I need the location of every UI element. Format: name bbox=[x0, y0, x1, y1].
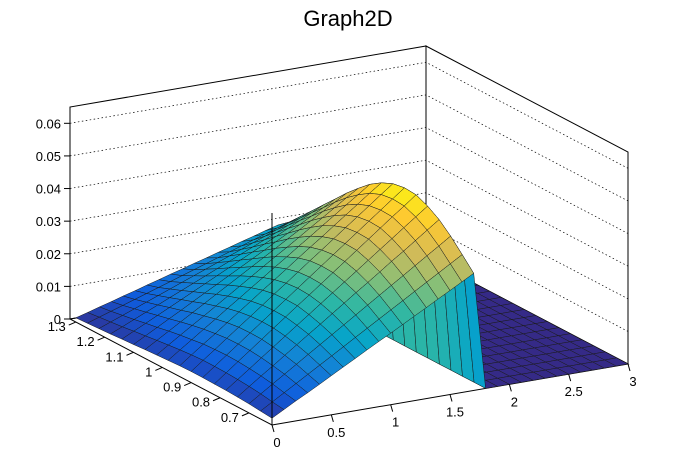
z-gridline-3 bbox=[69, 159, 629, 267]
axis-ticks: 00.511.522.530.70.80.911.11.21.300.010.0… bbox=[36, 116, 637, 450]
z-tick-label-2: 0.02 bbox=[36, 247, 61, 262]
z-tick-label-6: 0.06 bbox=[36, 116, 61, 131]
y-tick-mark-4 bbox=[126, 351, 134, 356]
x-tick-label-2: 1 bbox=[392, 415, 399, 430]
y-tick-label-0: 0.7 bbox=[221, 410, 239, 425]
z-tick-label-5: 0.05 bbox=[36, 149, 61, 164]
axis-front-frame bbox=[69, 107, 273, 425]
y-tick-label-2: 0.9 bbox=[163, 380, 181, 395]
x-tick-label-6: 3 bbox=[629, 374, 636, 389]
x-tick-label-5: 2.5 bbox=[565, 384, 583, 399]
y-tick-mark-1 bbox=[212, 397, 221, 402]
z-tick-label-1: 0.01 bbox=[36, 279, 61, 294]
x-tick-label-1: 0.5 bbox=[327, 425, 345, 440]
z-gridline-4 bbox=[69, 127, 629, 234]
x-tick-mark-6 bbox=[627, 363, 631, 372]
x-tick-mark-3 bbox=[449, 394, 453, 402]
z-gridline-6 bbox=[69, 61, 629, 169]
y-tick-label-1: 0.8 bbox=[192, 395, 210, 410]
x-tick-mark-4 bbox=[508, 384, 512, 392]
x-tick-mark-1 bbox=[330, 414, 334, 422]
y-tick-mark-2 bbox=[184, 382, 192, 387]
x-tick-label-4: 2 bbox=[511, 394, 518, 409]
surface-mesh bbox=[75, 182, 629, 419]
x-tick-mark-5 bbox=[568, 374, 572, 382]
y-tick-mark-3 bbox=[155, 366, 163, 371]
z-tick-label-0: 0 bbox=[54, 312, 61, 327]
x-tick-label-3: 1.5 bbox=[446, 405, 464, 420]
y-tick-mark-0 bbox=[241, 412, 250, 417]
y-tick-label-6: 1.3 bbox=[48, 319, 66, 334]
x-tick-mark-0 bbox=[271, 424, 275, 433]
z-gridline-5 bbox=[69, 94, 629, 202]
z-gridline-2 bbox=[69, 192, 629, 300]
x-tick-mark-2 bbox=[390, 404, 394, 412]
chart-title: Graph2D bbox=[303, 6, 392, 31]
y-tick-mark-5 bbox=[97, 336, 105, 341]
y-tick-mark-6 bbox=[68, 321, 76, 326]
z-tick-label-4: 0.04 bbox=[36, 182, 61, 197]
z-tick-label-3: 0.03 bbox=[36, 214, 61, 229]
x-tick-label-0: 0 bbox=[273, 435, 280, 450]
y-tick-label-5: 1.2 bbox=[77, 334, 95, 349]
y-tick-label-4: 1.1 bbox=[105, 349, 123, 364]
y-tick-label-3: 1 bbox=[145, 364, 152, 379]
